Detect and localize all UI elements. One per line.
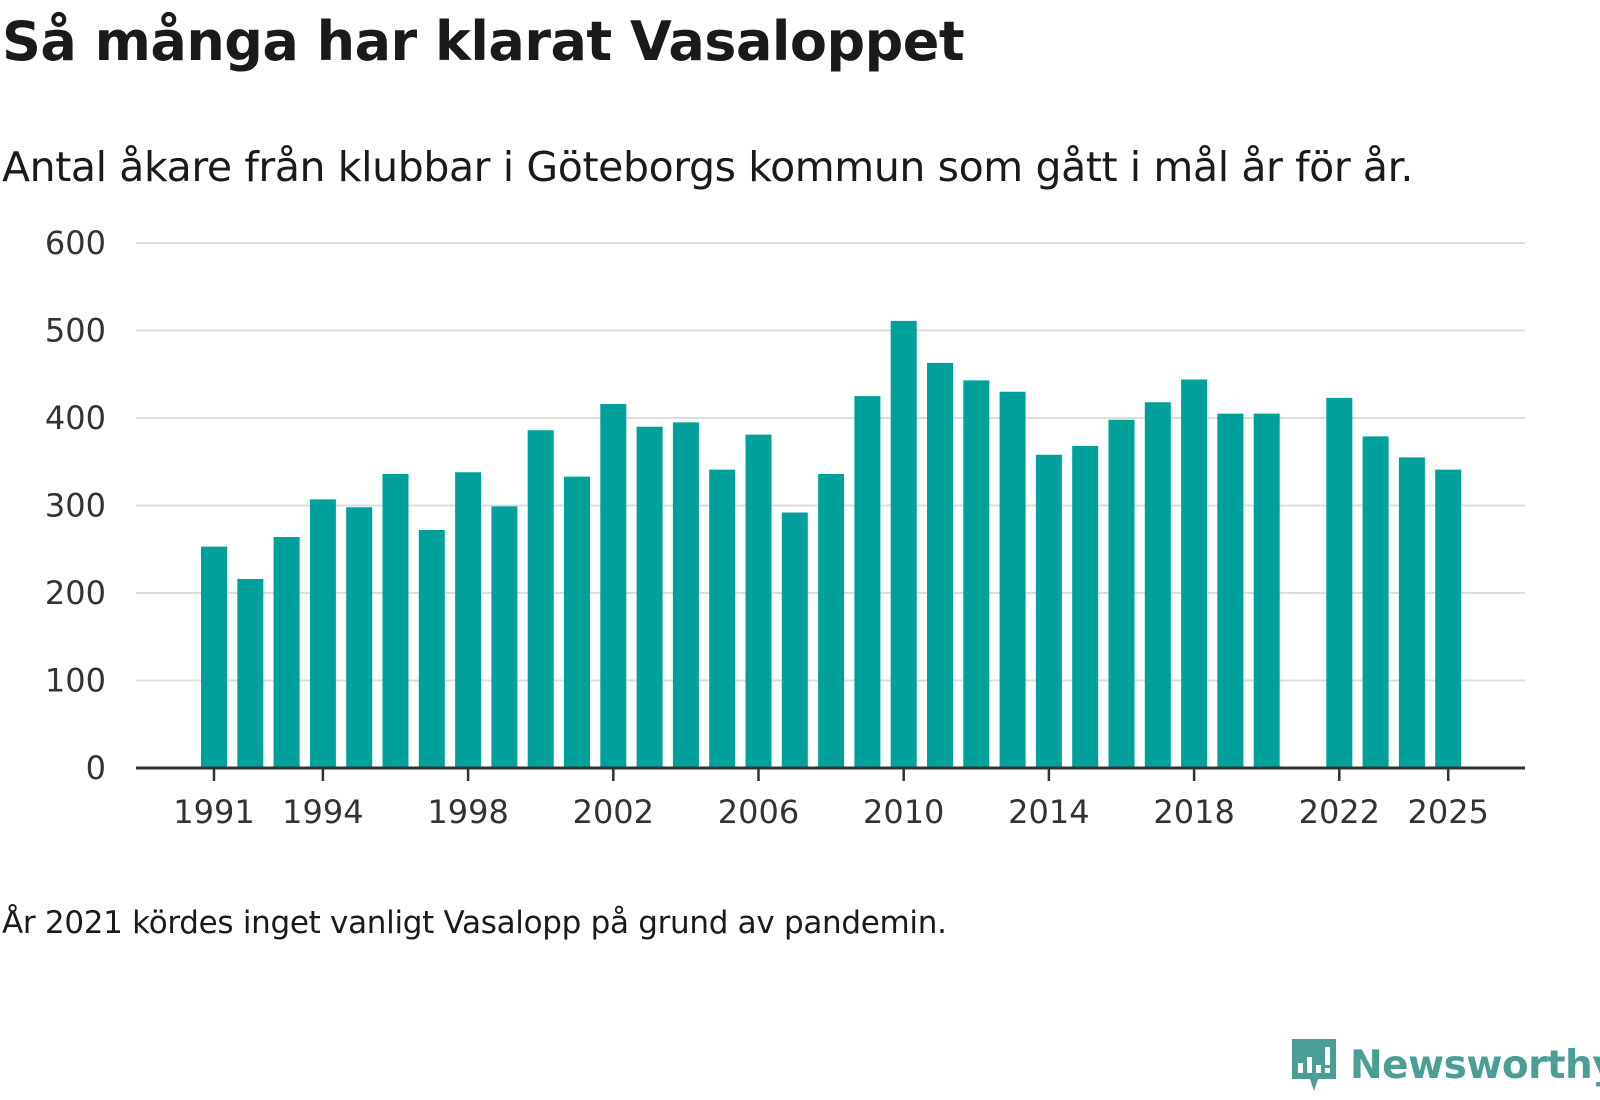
bar-2002[interactable] bbox=[600, 404, 627, 768]
y-tick-label: 400 bbox=[45, 399, 106, 437]
bar-2009[interactable] bbox=[854, 396, 881, 768]
brand-name: Newsworthy bbox=[1350, 1042, 1600, 1088]
bar-2012[interactable] bbox=[963, 380, 990, 768]
chart-subtitle: Antal åkare från klubbar i Göteborgs kom… bbox=[2, 143, 1413, 191]
bar-2024[interactable] bbox=[1398, 457, 1425, 768]
y-tick-label: 500 bbox=[45, 312, 106, 350]
bar-2014[interactable] bbox=[1035, 454, 1062, 768]
bar-2016[interactable] bbox=[1108, 419, 1135, 768]
footnote: År 2021 kördes inget vanligt Vasalopp på… bbox=[2, 905, 947, 941]
x-tick-label: 1991 bbox=[173, 793, 254, 831]
bar-2008[interactable] bbox=[818, 474, 845, 768]
x-tick-label: 2018 bbox=[1153, 793, 1234, 831]
bar-2004[interactable] bbox=[672, 422, 699, 768]
bar-1991[interactable] bbox=[201, 546, 227, 768]
bar-2007[interactable] bbox=[781, 512, 808, 769]
y-tick-label: 600 bbox=[45, 224, 106, 262]
bar-1993[interactable] bbox=[273, 537, 300, 768]
bar-2017[interactable] bbox=[1144, 402, 1171, 768]
y-tick-label: 0 bbox=[86, 749, 106, 787]
bar-2015[interactable] bbox=[1072, 446, 1099, 768]
bar-2022[interactable] bbox=[1326, 397, 1353, 768]
bar-1994[interactable] bbox=[309, 499, 336, 768]
chart-title: Så många har klarat Vasaloppet bbox=[2, 10, 965, 73]
brand-logo[interactable]: Newsworthy bbox=[1288, 1034, 1600, 1096]
y-tick-label: 300 bbox=[45, 487, 106, 525]
y-tick-label: 200 bbox=[45, 574, 106, 612]
bar-2001[interactable] bbox=[564, 476, 590, 768]
axes: 0 100 200 300 400 500 600 1991 1994 1998 2002 2006 2… bbox=[45, 224, 1525, 831]
bar-1999[interactable] bbox=[491, 506, 518, 768]
bar-1997[interactable] bbox=[418, 530, 445, 768]
x-tick-label: 2022 bbox=[1299, 793, 1380, 831]
bar-2013[interactable] bbox=[999, 391, 1026, 768]
bar-2000[interactable] bbox=[527, 430, 554, 768]
bars bbox=[201, 320, 1462, 769]
bar-2020[interactable] bbox=[1253, 413, 1280, 768]
bar-1992[interactable] bbox=[237, 579, 264, 768]
x-tick-label: 2014 bbox=[1008, 793, 1089, 831]
bar-2023[interactable] bbox=[1362, 436, 1389, 768]
x-tick-label: 2002 bbox=[573, 793, 654, 831]
x-tick-label: 2010 bbox=[863, 793, 944, 831]
bar-1996[interactable] bbox=[382, 474, 409, 768]
x-tick-label: 2025 bbox=[1407, 793, 1488, 831]
bar-2003[interactable] bbox=[636, 426, 663, 768]
bar-2005[interactable] bbox=[709, 469, 736, 768]
bar-2019[interactable] bbox=[1217, 413, 1244, 768]
y-tick-label: 100 bbox=[45, 662, 106, 700]
x-tick-label: 2006 bbox=[718, 793, 799, 831]
x-tick-label: 1994 bbox=[282, 793, 363, 831]
bar-1995[interactable] bbox=[346, 507, 373, 768]
bar-2018[interactable] bbox=[1181, 379, 1208, 769]
newsworthy-logo-icon bbox=[1292, 1039, 1336, 1091]
bar-1998[interactable] bbox=[455, 472, 482, 768]
bar-2006[interactable] bbox=[745, 434, 772, 768]
bar-2010[interactable] bbox=[890, 320, 917, 768]
bar-2025[interactable] bbox=[1435, 469, 1462, 768]
x-tick-label: 1998 bbox=[427, 793, 508, 831]
bar-chart: 0 100 200 300 400 500 600 1991 1994 1998 2002 2006 2… bbox=[45, 224, 1525, 831]
bar-2011[interactable] bbox=[927, 362, 953, 768]
